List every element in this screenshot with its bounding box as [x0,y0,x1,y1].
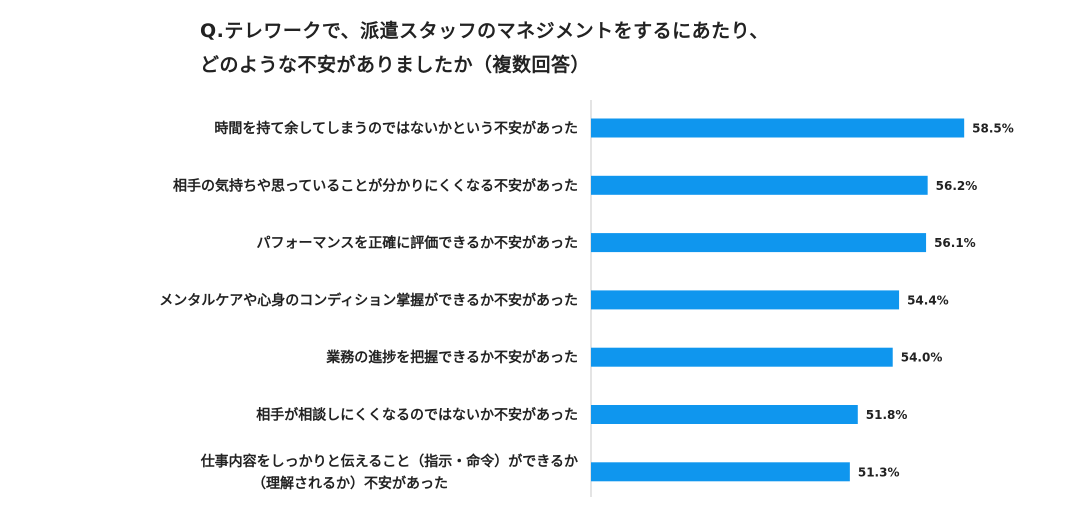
value-label-7: 51.3% [858,465,900,479]
value-label-5: 54.0% [901,351,943,365]
bar-5 [591,347,893,367]
value-label-3: 56.1% [934,236,976,250]
value-label-6: 51.8% [866,408,908,422]
chart-title-line-2: どのような不安がありましたか（複数回答） [200,54,591,76]
bar-7 [591,462,850,482]
bars-layer: 58.5% 時間を持て余してしまうのではないかという不安があった 56.2% 相手の気… [159,118,1014,492]
category-label-3: パフォーマンスを正確に評価できるか不安があった [257,235,578,252]
value-label-4: 54.4% [907,293,949,307]
category-label-5: 業務の進捗を把握できるか不安があった [325,349,578,366]
category-label-7-line-1: 仕事内容をしっかりと伝えること（指示・命令）ができるか [200,453,578,470]
bar-3 [591,233,927,253]
category-label-4: メンタルケアや心身のコンディション掌握ができるか不安があった [159,292,578,309]
value-label-2: 56.2% [936,179,978,193]
chart-title: Q.テレワークで、派遣スタッフのマネジメントをするにあたり、 どのような不安があ… [200,14,960,82]
category-label-2: 相手の気持ちや思っていることが分かりにくくなる不安があった [173,177,578,194]
bar-4 [591,290,900,310]
category-label-1: 時間を持て余してしまうのではないかという不安があった [214,120,578,137]
bar-6 [591,405,858,424]
bar-1 [591,118,965,138]
category-label-6: 相手が相談しにくくなるのではないか不安があった [256,407,578,424]
chart-title-line-1: Q.テレワークで、派遣スタッフのマネジメントをするにあたり、 [200,20,769,42]
value-label-1: 58.5% [972,122,1014,136]
category-label-7-line-2: （理解されるか）不安があった [252,475,448,492]
bar-2 [591,175,928,195]
